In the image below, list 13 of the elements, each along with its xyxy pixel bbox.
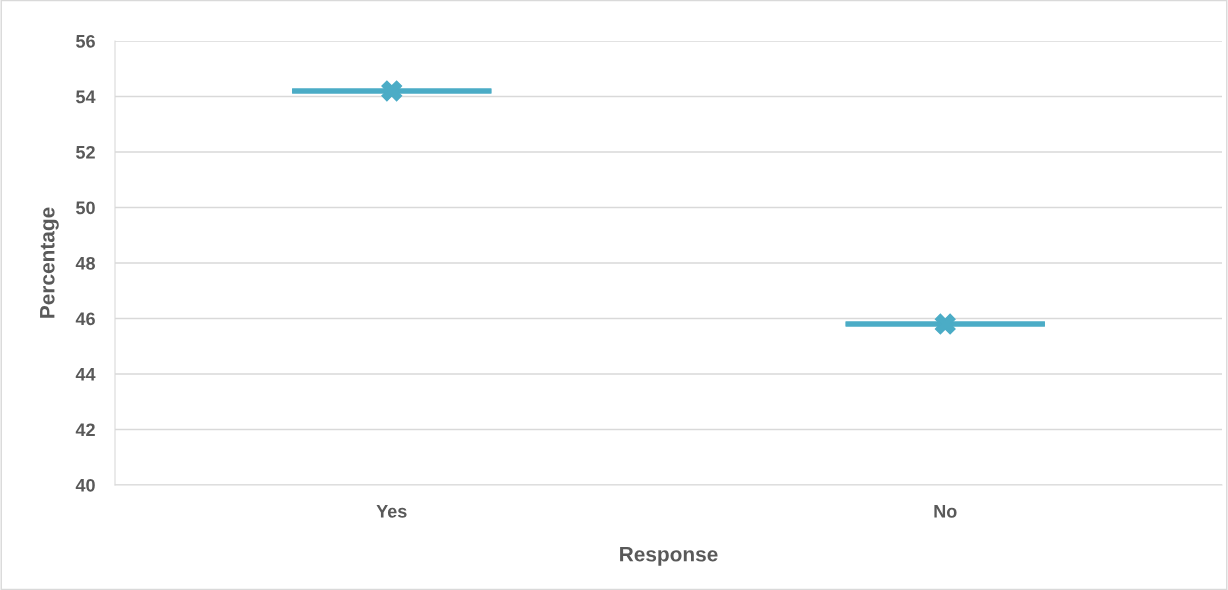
y-tick-label: 46 <box>75 312 95 326</box>
y-tick-label: 42 <box>75 423 95 437</box>
y-tick-label: 52 <box>76 145 95 159</box>
x-axis-title: Response <box>620 547 718 566</box>
x-tick-label: No <box>934 505 957 518</box>
y-tick-label: 40 <box>75 478 95 492</box>
y-tick-label: 56 <box>76 34 95 48</box>
y-tick-label: 44 <box>75 368 96 381</box>
y-tick-label: 54 <box>76 90 96 104</box>
y-axis-title: Percentage <box>40 207 59 318</box>
y-tick-label: 48 <box>75 256 95 270</box>
x-tick-label: Yes <box>376 505 407 518</box>
y-tick-label: 50 <box>76 201 95 215</box>
